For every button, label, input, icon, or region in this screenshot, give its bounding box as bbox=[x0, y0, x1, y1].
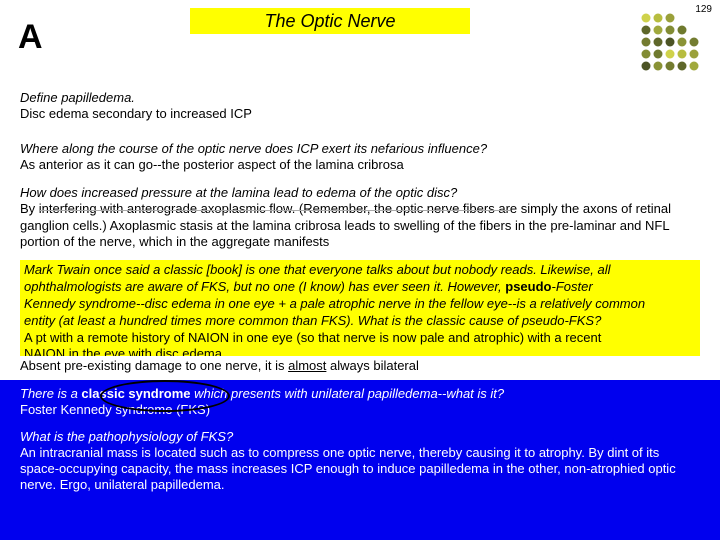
body-content: Define papilledema. Disc edema secondary… bbox=[20, 90, 700, 262]
qa-block-1: Define papilledema. Disc edema secondary… bbox=[20, 90, 700, 123]
overlay-line5: A pt with a remote history of NAION in o… bbox=[24, 330, 601, 345]
blue-qa-1: There is a classic syndrome which presen… bbox=[20, 386, 700, 419]
blue-panel: There is a classic syndrome which presen… bbox=[0, 380, 720, 540]
overlay-line2a: ophthalmologists are aware of FKS, but n… bbox=[24, 279, 505, 294]
answer-3: By interfering with anterograde axoplasm… bbox=[20, 201, 700, 250]
slide-letter: A bbox=[18, 18, 43, 57]
strip-b: almost bbox=[288, 358, 326, 373]
qa-block-3: How does increased pressure at the lamin… bbox=[20, 185, 700, 250]
question-1: Define papilledema. bbox=[20, 90, 700, 106]
blue-q1: There is a classic syndrome which presen… bbox=[20, 386, 700, 402]
overlay-line1: Mark Twain once said a classic [book] is… bbox=[24, 262, 611, 277]
strip-a: Absent pre-existing damage to one nerve,… bbox=[20, 358, 288, 373]
blue-a2: An intracranial mass is located such as … bbox=[20, 445, 700, 494]
title-text: The Optic Nerve bbox=[264, 11, 395, 32]
answer-1: Disc edema secondary to increased ICP bbox=[20, 106, 700, 122]
blue-qa-2: What is the pathophysiology of FKS? An i… bbox=[20, 429, 700, 494]
qa-block-2: Where along the course of the optic nerv… bbox=[20, 141, 700, 174]
yellow-overlay: Mark Twain once said a classic [book] is… bbox=[20, 260, 700, 365]
title-bar: The Optic Nerve bbox=[190, 8, 470, 34]
overlay-line2c: -Foster bbox=[551, 279, 592, 294]
answer-2: As anterior as it can go--the posterior … bbox=[20, 157, 700, 173]
question-3: How does increased pressure at the lamin… bbox=[20, 185, 700, 201]
blue-q1c: which presents with unilateral papillede… bbox=[191, 386, 505, 401]
overlay-pseudo: pseudo bbox=[505, 279, 551, 294]
blue-q2: What is the pathophysiology of FKS? bbox=[20, 429, 700, 445]
question-2: Where along the course of the optic nerv… bbox=[20, 141, 700, 157]
white-strip: Absent pre-existing damage to one nerve,… bbox=[20, 356, 700, 376]
divider-line bbox=[40, 210, 510, 211]
blue-q1b: classic syndrome bbox=[81, 386, 190, 401]
strip-c: always bilateral bbox=[326, 358, 419, 373]
blue-a1: Foster Kennedy syndrome (FKS) bbox=[20, 402, 700, 418]
overlay-line3: Kennedy syndrome--disc edema in one eye … bbox=[24, 296, 645, 311]
overlay-line4: entity (at least a hundred times more co… bbox=[24, 313, 601, 328]
decorative-dots bbox=[624, 8, 704, 88]
blue-q1a: There is a bbox=[20, 386, 81, 401]
